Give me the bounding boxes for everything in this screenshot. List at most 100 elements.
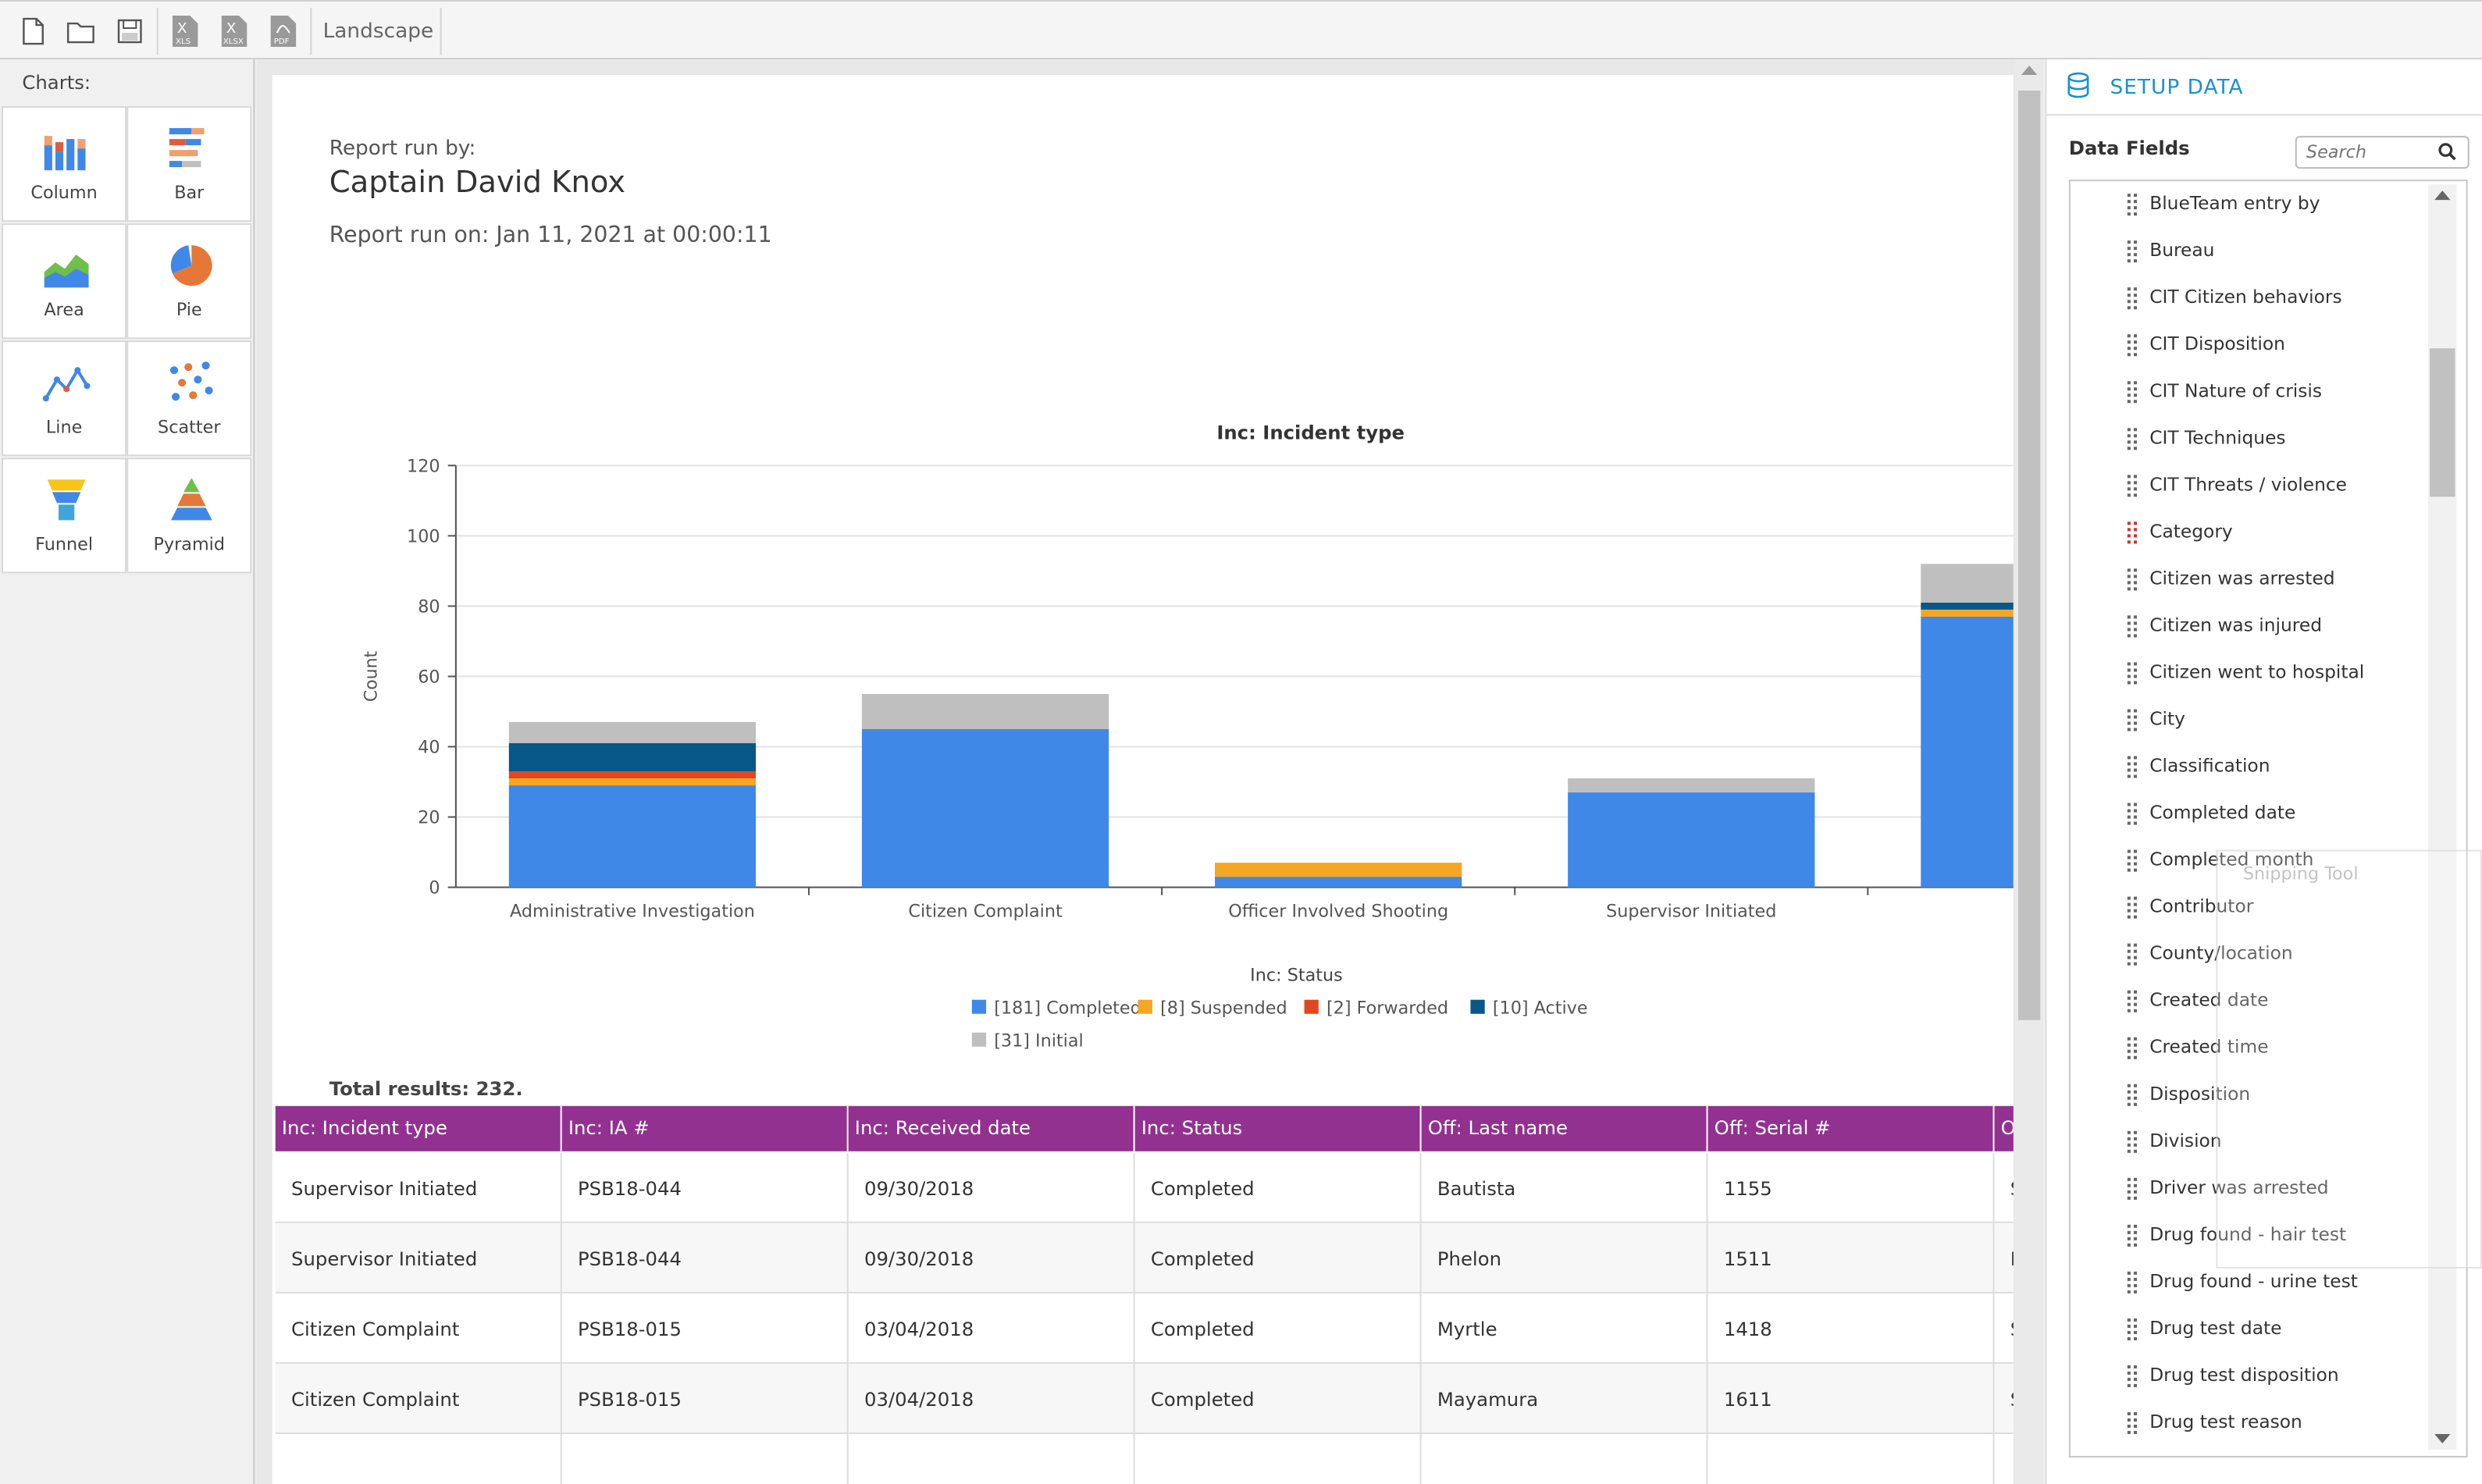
drag-handle-icon[interactable] bbox=[2127, 475, 2137, 497]
scroll-up-icon[interactable] bbox=[2021, 66, 2038, 76]
chart-type-funnel[interactable]: Funnel bbox=[2, 457, 127, 574]
chart-type-scatter[interactable]: Scatter bbox=[126, 340, 252, 457]
drag-handle-icon[interactable] bbox=[2127, 849, 2137, 872]
scroll-down-icon[interactable] bbox=[2434, 1434, 2451, 1444]
drag-handle-icon[interactable] bbox=[2127, 756, 2137, 778]
fields-scrollbar[interactable] bbox=[2428, 184, 2457, 1450]
scroll-up-icon[interactable] bbox=[2434, 190, 2451, 201]
drag-handle-icon[interactable] bbox=[2127, 1130, 2137, 1153]
svg-text:XLSX: XLSX bbox=[223, 37, 244, 46]
chart-type-pyramid[interactable]: Pyramid bbox=[126, 457, 252, 574]
data-field-item[interactable]: City bbox=[2071, 696, 2434, 743]
chart-type-bar[interactable]: Bar bbox=[126, 106, 252, 222]
search-icon[interactable] bbox=[2437, 142, 2456, 161]
data-field-item[interactable]: Completed month bbox=[2071, 838, 2434, 884]
data-field-item[interactable]: Drug test disposition bbox=[2071, 1353, 2434, 1400]
chart-type-pie[interactable]: Pie bbox=[126, 223, 252, 340]
data-field-label: Disposition bbox=[2149, 1082, 2251, 1105]
svg-text:X: X bbox=[177, 20, 187, 37]
data-field-item[interactable]: Disposition bbox=[2071, 1072, 2434, 1119]
drag-handle-icon[interactable] bbox=[2127, 1365, 2137, 1387]
column-header[interactable]: Off: Last name bbox=[1421, 1105, 1708, 1151]
legend-item: [181] Completed bbox=[994, 998, 1141, 1019]
data-field-label: Completed date bbox=[2149, 801, 2296, 824]
data-field-item[interactable]: Driver was arrested bbox=[2071, 1165, 2434, 1212]
drag-handle-icon[interactable] bbox=[2127, 1037, 2137, 1059]
data-field-item[interactable]: Contributor bbox=[2071, 884, 2434, 931]
chart-type-column[interactable]: Column bbox=[2, 106, 127, 222]
data-field-item[interactable]: Category bbox=[2071, 509, 2434, 556]
drag-handle-icon[interactable] bbox=[2127, 943, 2137, 966]
drag-handle-icon[interactable] bbox=[2127, 194, 2137, 216]
search-input[interactable] bbox=[2295, 136, 2470, 169]
data-field-item[interactable]: Classification bbox=[2071, 744, 2434, 791]
data-field-item[interactable]: CIT Threats / violence bbox=[2071, 462, 2434, 509]
data-field-item[interactable]: Drug test reason bbox=[2071, 1400, 2434, 1447]
drag-handle-icon[interactable] bbox=[2127, 521, 2137, 544]
data-field-item[interactable]: CIT Techniques bbox=[2071, 415, 2434, 462]
drag-handle-icon[interactable] bbox=[2127, 287, 2137, 310]
open-folder-icon[interactable] bbox=[60, 11, 101, 52]
data-field-item[interactable]: Citizen was arrested bbox=[2071, 556, 2434, 603]
table-row[interactable] bbox=[276, 1434, 2014, 1484]
drag-handle-icon[interactable] bbox=[2127, 709, 2137, 731]
bar-segment bbox=[1215, 877, 1462, 888]
drag-handle-icon[interactable] bbox=[2127, 615, 2137, 638]
report-scrollbar[interactable] bbox=[2014, 59, 2044, 1484]
drag-handle-icon[interactable] bbox=[2127, 662, 2137, 685]
data-field-item[interactable]: CIT Disposition bbox=[2071, 322, 2434, 368]
data-field-item[interactable]: Drug found - hair test bbox=[2071, 1212, 2434, 1259]
data-field-item[interactable]: Created date bbox=[2071, 978, 2434, 1025]
table-row[interactable]: Citizen Complaint PSB18-015 03/04/2018 Comp… bbox=[275, 1293, 2014, 1364]
drag-handle-icon[interactable] bbox=[2127, 1084, 2137, 1106]
export-xls-icon[interactable]: XLS X bbox=[165, 11, 206, 52]
data-field-label: Drug found - urine test bbox=[2149, 1269, 2358, 1292]
drag-handle-icon[interactable] bbox=[2127, 802, 2137, 825]
data-field-item[interactable]: Completed date bbox=[2071, 791, 2434, 838]
data-field-item[interactable]: Created time bbox=[2071, 1025, 2434, 1072]
drag-handle-icon[interactable] bbox=[2127, 1271, 2137, 1294]
data-field-item[interactable]: BlueTeam entry by bbox=[2071, 181, 2434, 228]
column-header[interactable]: Inc: Received date bbox=[848, 1105, 1135, 1151]
drag-handle-icon[interactable] bbox=[2127, 568, 2137, 591]
drag-handle-icon[interactable] bbox=[2127, 1177, 2137, 1200]
data-field-item[interactable]: CIT Nature of crisis bbox=[2071, 368, 2434, 415]
data-field-label: County/location bbox=[2149, 941, 2293, 964]
column-header[interactable]: Inc: IA # bbox=[561, 1105, 849, 1151]
drag-handle-icon[interactable] bbox=[2127, 1318, 2137, 1340]
chart-type-line[interactable]: Line bbox=[2, 340, 127, 457]
drag-handle-icon[interactable] bbox=[2127, 1224, 2137, 1247]
data-field-item[interactable]: Bureau bbox=[2071, 228, 2434, 275]
export-xlsx-icon[interactable]: XLSX X bbox=[214, 11, 255, 52]
data-field-item[interactable]: County/location bbox=[2071, 931, 2434, 978]
export-pdf-icon[interactable]: PDF bbox=[263, 11, 304, 52]
new-file-icon[interactable] bbox=[12, 11, 54, 52]
data-field-item[interactable]: Drug test date bbox=[2071, 1306, 2434, 1353]
drag-handle-icon[interactable] bbox=[2127, 1411, 2137, 1435]
data-field-item[interactable]: CIT Citizen behaviors bbox=[2071, 275, 2434, 322]
save-icon[interactable] bbox=[109, 11, 151, 52]
drag-handle-icon[interactable] bbox=[2127, 381, 2137, 404]
column-header[interactable]: Off: Serial # bbox=[1707, 1105, 1995, 1151]
data-field-item[interactable]: Citizen went to hospital bbox=[2071, 649, 2434, 696]
column-header[interactable]: Inc: Incident type bbox=[275, 1105, 562, 1151]
orientation-toggle[interactable]: Landscape bbox=[322, 20, 434, 44]
data-field-item[interactable]: Division bbox=[2071, 1119, 2434, 1165]
drag-handle-icon[interactable] bbox=[2127, 428, 2137, 450]
snipping-tool-label: Snipping Tool bbox=[2242, 863, 2359, 884]
drag-handle-icon[interactable] bbox=[2127, 334, 2137, 357]
table-row[interactable]: Supervisor Initiated PSB18-044 09/30/2018 C… bbox=[275, 1152, 2014, 1223]
table-row[interactable]: Supervisor Initiated PSB18-044 09/30/2018 C… bbox=[275, 1222, 2014, 1294]
column-header[interactable]: Inc: Status bbox=[1134, 1105, 1422, 1151]
chart-type-area[interactable]: Area bbox=[2, 223, 127, 340]
column-header[interactable]: O bbox=[1994, 1105, 2014, 1151]
table-row[interactable]: Citizen Complaint PSB18-015 03/04/2018 Comp… bbox=[275, 1363, 2014, 1435]
data-field-label: CIT Citizen behaviors bbox=[2149, 286, 2342, 308]
scrollbar-thumb[interactable] bbox=[2017, 91, 2041, 1020]
drag-handle-icon[interactable] bbox=[2127, 240, 2137, 263]
data-field-item[interactable]: Drug found - urine test bbox=[2071, 1259, 2434, 1306]
drag-handle-icon[interactable] bbox=[2127, 896, 2137, 919]
scrollbar-thumb[interactable] bbox=[2430, 348, 2455, 497]
drag-handle-icon[interactable] bbox=[2127, 990, 2137, 1012]
data-field-item[interactable]: Citizen was injured bbox=[2071, 603, 2434, 649]
